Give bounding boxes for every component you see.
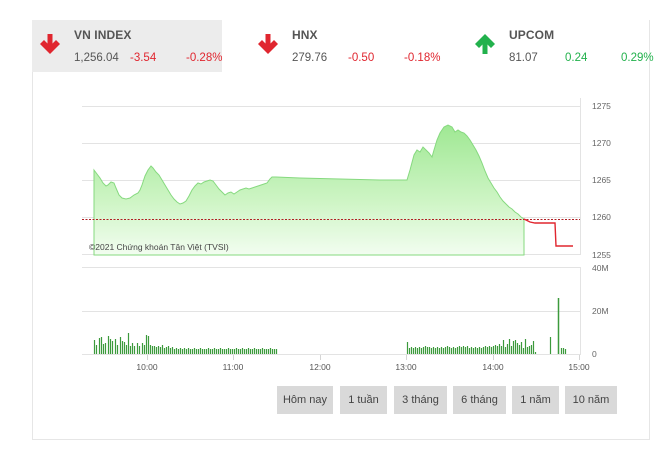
arrow-down-icon [258, 34, 278, 54]
range-button-today[interactable]: Hôm nay [277, 386, 333, 414]
svg-text:1265: 1265 [592, 175, 611, 185]
index-percent: -0.18% [404, 52, 441, 64]
index-percent: 0.29% [621, 52, 654, 64]
volume-axis: 40M 20M 0 [592, 263, 609, 359]
svg-text:1260: 1260 [592, 212, 611, 222]
arrow-up-icon [475, 34, 495, 54]
index-value: 81.07 [509, 52, 538, 64]
after-hours-line [523, 218, 573, 247]
index-name: UPCOM [509, 28, 555, 42]
svg-text:1255: 1255 [592, 250, 611, 260]
index-value: 1,256.04 [74, 52, 119, 64]
svg-text:20M: 20M [592, 306, 609, 316]
index-change: -0.50 [348, 52, 375, 64]
volume-gridlines [82, 267, 581, 355]
range-button-6-months[interactable]: 6 tháng [453, 386, 506, 414]
svg-text:1270: 1270 [592, 138, 611, 148]
svg-text:13:00: 13:00 [395, 362, 417, 372]
time-ticks [147, 355, 580, 360]
index-percent: -0.28% [186, 52, 223, 64]
svg-text:12:00: 12:00 [309, 362, 331, 372]
index-value: 279.76 [292, 52, 328, 64]
index-name: HNX [292, 28, 318, 42]
index-tile-upcom[interactable]: UPCOM 81.07 0.24 0.29% [467, 20, 657, 72]
svg-text:14:00: 14:00 [482, 362, 504, 372]
price-area [93, 124, 525, 256]
index-change: 0.24 [565, 52, 588, 64]
range-button-10-years[interactable]: 10 năm [565, 386, 617, 414]
range-button-1-year[interactable]: 1 năm [512, 386, 559, 414]
price-axis: 1275 1270 1265 1260 1255 [592, 101, 611, 260]
range-button-3-months[interactable]: 3 tháng [394, 386, 447, 414]
svg-text:40M: 40M [592, 263, 609, 273]
svg-text:1275: 1275 [592, 101, 611, 111]
index-tile-hnx[interactable]: HNX 279.76 -0.50 -0.18% [250, 20, 440, 72]
svg-text:11:00: 11:00 [223, 362, 244, 372]
index-name: VN INDEX [74, 28, 132, 42]
svg-text:0: 0 [592, 349, 597, 359]
index-change: -3.54 [130, 52, 157, 64]
range-button-1-week[interactable]: 1 tuần [340, 386, 387, 414]
time-axis: 10:00 11:00 12:00 13:00 14:00 15:00 [136, 362, 590, 372]
index-tile-vnindex[interactable]: VN INDEX 1,256.04 -3.54 -0.28% [32, 20, 222, 72]
volume-bars [93, 298, 567, 354]
chart-credit: ©2021 Chứng khoán Tân Việt (TVSI) [89, 242, 229, 252]
arrow-down-icon [40, 34, 60, 54]
svg-text:15:00: 15:00 [568, 362, 590, 372]
index-tiles: VN INDEX 1,256.04 -3.54 -0.28% HNX 279.7… [32, 20, 654, 72]
svg-text:10:00: 10:00 [136, 362, 158, 372]
